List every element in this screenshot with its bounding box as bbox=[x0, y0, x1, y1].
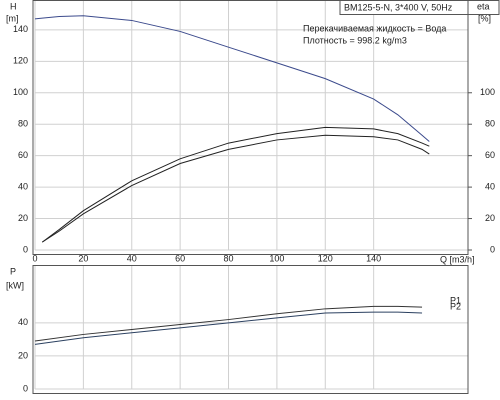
density-note: Плотность = 998.2 kg/m3 bbox=[303, 35, 407, 45]
curve bbox=[34, 305, 423, 342]
plot-frame bbox=[32, 265, 469, 394]
x-tick-label: 80 bbox=[224, 253, 234, 263]
y-tick-label: 100 bbox=[13, 87, 28, 97]
x-tick-label: 100 bbox=[269, 253, 284, 263]
pump-model: BM125-5-N, 3*400 V, 50Hz bbox=[344, 2, 453, 12]
y2-tick-label: 60 bbox=[485, 150, 495, 160]
y-tick-label: 0 bbox=[23, 244, 28, 254]
y2-tick-label: 0 bbox=[490, 244, 495, 254]
fluid-note: Перекачиваемая жидкость = Вода bbox=[303, 23, 446, 33]
y-tick-label: 40 bbox=[18, 317, 28, 327]
y2-tick-label: 80 bbox=[485, 119, 495, 129]
curve bbox=[41, 134, 430, 243]
y-axis-unit: [m] bbox=[6, 13, 19, 23]
y2-tick-label: 40 bbox=[485, 181, 495, 191]
plot-frame bbox=[32, 0, 469, 255]
x-tick-label: 120 bbox=[318, 253, 333, 263]
series-label: P2 bbox=[450, 301, 461, 311]
y-tick-label: 20 bbox=[18, 350, 28, 360]
curve bbox=[41, 126, 430, 243]
y2-tick-label: 20 bbox=[485, 213, 495, 223]
y-axis-label: H bbox=[10, 1, 17, 11]
x-axis-label: Q [m3/h] bbox=[440, 254, 475, 264]
x-tick-label: 140 bbox=[366, 253, 381, 263]
y-tick-label: 120 bbox=[13, 56, 28, 66]
x-tick-label: 60 bbox=[175, 253, 185, 263]
curve bbox=[34, 311, 423, 345]
y-tick-label: 140 bbox=[13, 24, 28, 34]
y2-axis-label: eta bbox=[477, 1, 490, 11]
y2-axis-unit: [%] bbox=[478, 13, 491, 23]
y-tick-label: 40 bbox=[18, 181, 28, 191]
y-axis-label: P bbox=[10, 266, 16, 276]
y-tick-label: 20 bbox=[18, 213, 28, 223]
x-tick-label: 0 bbox=[32, 253, 37, 263]
x-tick-label: 40 bbox=[127, 253, 137, 263]
y-axis-unit: [kW] bbox=[6, 280, 24, 290]
curve bbox=[34, 15, 430, 142]
y2-tick-label: 100 bbox=[480, 87, 495, 97]
y-tick-label: 60 bbox=[18, 150, 28, 160]
series-label: P1 bbox=[450, 296, 461, 306]
y-tick-label: 80 bbox=[18, 119, 28, 129]
x-tick-label: 20 bbox=[78, 253, 88, 263]
y-tick-label: 0 bbox=[23, 383, 28, 393]
